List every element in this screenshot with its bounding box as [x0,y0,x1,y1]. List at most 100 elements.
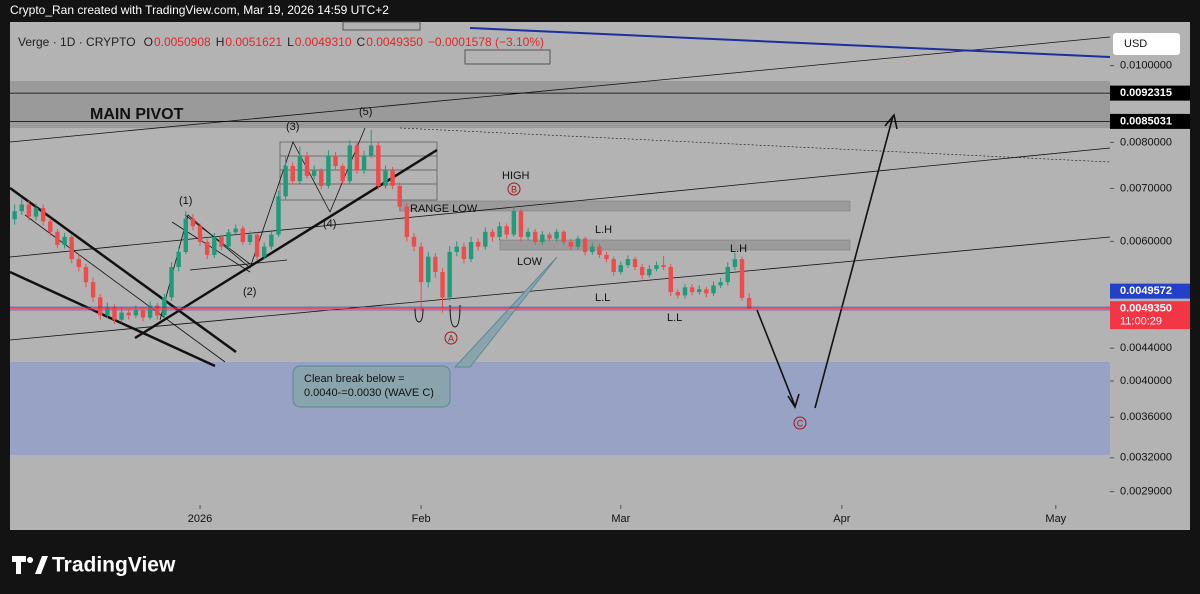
candle-body [169,267,174,298]
candle-body [647,268,652,276]
candle-body [397,185,402,207]
candle-body [162,297,167,316]
price-label: 0.0049572 [1120,285,1172,297]
candle-body [411,236,417,247]
annotation: A [448,333,454,343]
wave-line [189,259,288,271]
candle-body [147,305,153,318]
price-label: 0.0085031 [1120,115,1172,127]
credit: Crypto_Ran created with TradingView.com,… [10,3,389,17]
price-label-box [1110,301,1190,330]
candle-body [611,259,616,273]
annotation: L.L [595,292,610,304]
candle-body [140,309,146,318]
candle-body [725,267,730,283]
y-tick-label: 0.0070000 [1120,182,1172,194]
candle-body [547,234,552,239]
candle-body [632,259,638,268]
candle-body [333,155,338,166]
candle-body [668,267,673,293]
countdown: 11:00:29 [1120,316,1162,328]
candle-body [440,272,445,298]
wave-circle [507,182,521,196]
candle-body [48,221,53,232]
candle-body [497,226,502,237]
price-label: 0.0092315 [1120,87,1172,99]
candle-body [525,231,531,237]
candle-body [483,231,488,247]
candle-body [739,259,745,298]
y-tick-label: 0.0040000 [1120,375,1172,387]
candle-body [354,145,360,171]
candle-body [447,251,452,298]
candle-body [276,196,281,235]
price-label: 0.0049350 [1120,303,1172,315]
small-box [342,21,421,31]
ohlc-key: H [216,35,225,49]
lower-high-band [499,239,851,251]
ohlc-key: L [287,35,294,49]
candle-body [383,170,388,186]
candle-body [269,234,274,247]
candle-body [433,256,438,273]
ohlc-value: 0.0049310 [295,35,352,49]
tradingview-logo: TradingView [12,554,176,577]
candle-body [69,236,74,260]
blue-trend-line [469,27,1111,58]
candle-body [746,297,752,309]
trend-line [9,236,1111,341]
candle-body [697,289,702,293]
candle-body [197,226,203,242]
callout-text: Clean break below = [304,373,405,385]
candle-body [368,145,374,156]
candle-body [361,155,367,171]
candle-body [390,170,395,186]
candle-body [12,211,17,220]
candles [12,129,752,325]
y-tick-label: 0.0036000 [1120,411,1172,423]
candle-body [575,238,581,247]
candle-body [133,309,139,316]
candle-body [732,259,738,268]
candle-body [155,305,160,316]
candle-body [418,246,424,283]
ohlc-value: 0.0050908 [154,35,211,49]
candle-body [540,234,545,242]
candle-body [112,307,117,320]
candle-body [618,265,624,273]
currency-button[interactable] [1113,33,1180,55]
wave-line [184,214,251,265]
annotation: C [797,418,804,428]
callout-text: 0.0040-=0.0030 (WAVE C) [304,387,434,399]
currency[interactable]: USD [1124,38,1147,50]
candle-body [675,292,681,296]
candle-body [511,211,517,235]
candle-body [568,241,574,247]
candle-body [40,208,46,222]
candle-body [119,312,124,320]
wave-c-zone [10,362,1110,455]
candle-body [311,170,317,176]
candle-body [554,231,559,239]
logo-icon [12,556,48,574]
candle-body [55,231,60,245]
ohlc-value: 0.0049350 [366,35,423,49]
candle-body [83,267,89,283]
dotted-line [399,127,1111,163]
candle-body [533,231,538,242]
candle-body [639,267,645,276]
x-tick-label: Apr [833,513,850,525]
small-box [464,49,551,65]
price-label-box [1110,283,1190,299]
candle-body [326,155,331,186]
candle-body [504,226,509,235]
annotation: (1) [179,195,192,207]
candle-body [33,208,39,217]
candle-body [62,236,67,245]
candle-body [661,265,666,268]
change: −0.0001578 (−3.10%) [428,35,544,49]
brand: TradingView [52,554,176,577]
annotation: (2) [243,286,256,298]
candle-body [347,145,353,182]
ohlc-key: O [144,35,153,49]
